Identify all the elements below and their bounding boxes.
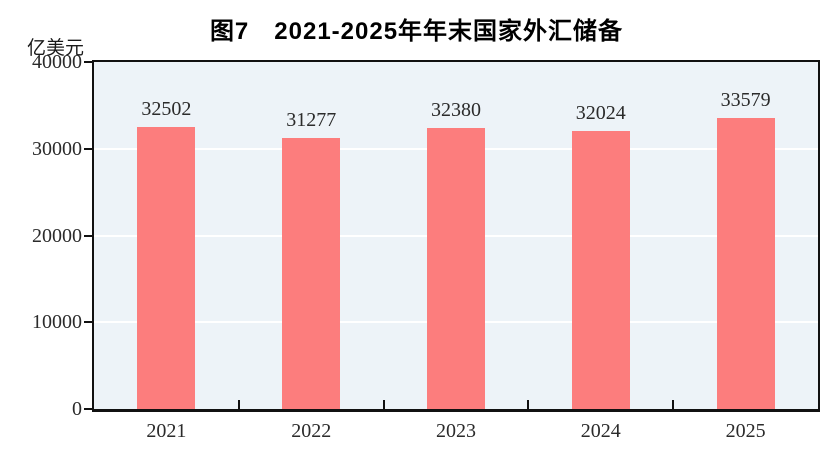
- bar: [427, 128, 485, 409]
- bar-value-label: 33579: [720, 88, 771, 111]
- y-axis-tick: [84, 234, 92, 237]
- bar: [571, 131, 630, 409]
- x-axis-tick: [527, 400, 530, 409]
- bar-value-label: 32380: [431, 99, 481, 122]
- bar-value-label: 32024: [575, 102, 626, 125]
- y-tick-label: 10000: [32, 311, 82, 334]
- y-tick-label: 0: [72, 398, 82, 420]
- bar-value-label: 31277: [286, 108, 337, 131]
- x-axis-tick: [672, 400, 675, 409]
- x-tick-label: 2023: [436, 420, 476, 442]
- x-axis-tick: [382, 400, 385, 409]
- x-tick-label: 2021: [146, 420, 187, 442]
- x-tick-label: 2025: [725, 420, 766, 442]
- y-tick-label: 30000: [32, 137, 82, 160]
- y-axis-tick: [84, 147, 92, 150]
- y-axis-tick: [84, 61, 92, 63]
- y-tick-label: 20000: [32, 224, 82, 247]
- y-axis-tick: [84, 321, 92, 324]
- chart-title: 图7 2021-2025年年末国家外汇储备: [209, 18, 624, 45]
- x-axis-tick: [237, 400, 240, 409]
- x-tick-label: 2022: [291, 420, 332, 442]
- x-tick-label: 2024: [580, 420, 621, 442]
- plot-area: [92, 60, 820, 412]
- bar-value-label: 32502: [141, 98, 192, 121]
- bar: [282, 137, 341, 409]
- y-tick-label: 40000: [32, 51, 82, 73]
- bar: [137, 127, 196, 409]
- y-axis-tick: [84, 408, 92, 410]
- y-axis-unit-label: 亿美元: [27, 38, 85, 59]
- bar: [716, 117, 775, 409]
